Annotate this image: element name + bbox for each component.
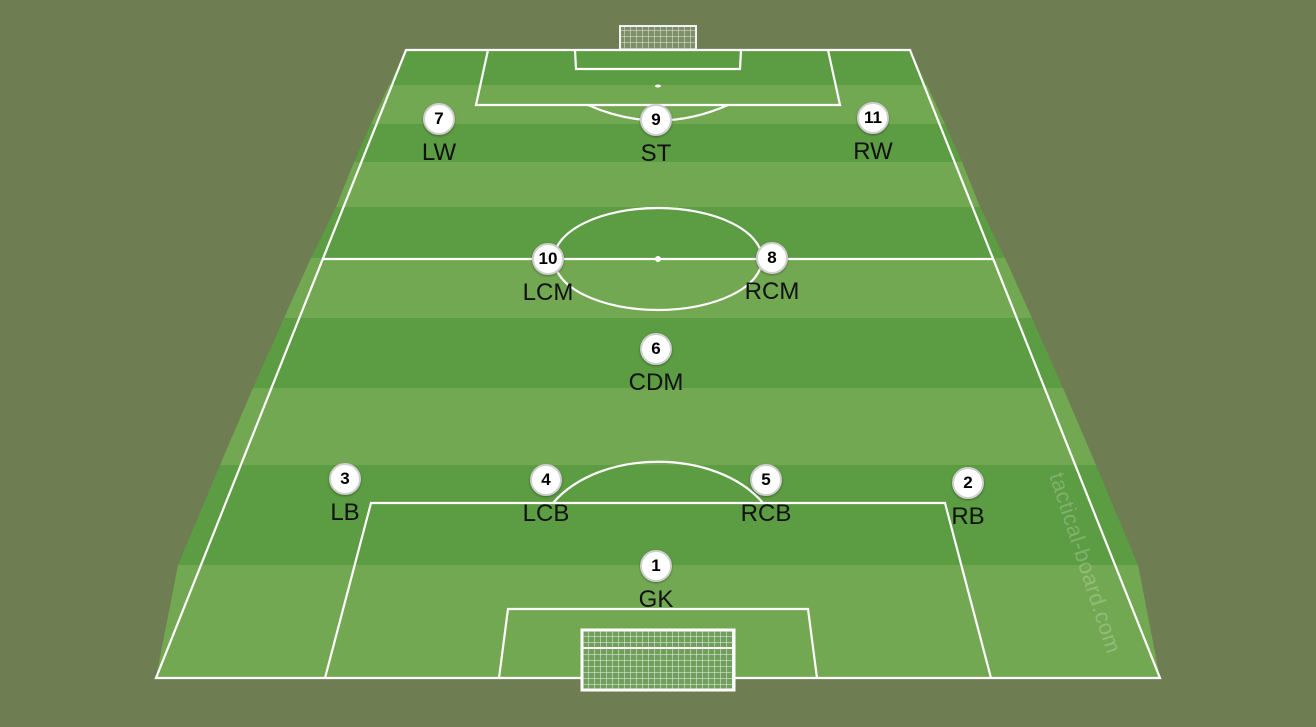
player-position-label: LB xyxy=(330,499,360,526)
player-number-badge[interactable]: 2 xyxy=(952,467,984,499)
pitch-stripe xyxy=(156,565,1160,678)
player-marker-lb[interactable]: 3 LB xyxy=(285,463,405,526)
player-position-label: RW xyxy=(853,138,893,165)
player-marker-rb[interactable]: 2 RB xyxy=(908,467,1028,530)
player-marker-lw[interactable]: 7 LW xyxy=(379,103,499,166)
player-number-badge[interactable]: 4 xyxy=(530,464,562,496)
player-marker-lcm[interactable]: 10 LCM xyxy=(488,243,608,306)
player-marker-cdm[interactable]: 6 CDM xyxy=(596,333,716,396)
pitch-stripe xyxy=(311,207,1005,258)
player-position-label: RCB xyxy=(740,500,792,527)
player-number-badge[interactable]: 7 xyxy=(423,103,455,135)
pitch-stripe xyxy=(354,124,962,162)
player-position-label: CDM xyxy=(628,369,684,396)
player-number-badge[interactable]: 9 xyxy=(640,104,672,136)
player-position-label: GK xyxy=(638,586,674,613)
player-number-badge[interactable]: 3 xyxy=(329,463,361,495)
pitch-stripe xyxy=(284,258,1032,318)
bottom-penalty-area xyxy=(323,501,993,679)
pitch-stripe xyxy=(389,50,927,85)
center-spot xyxy=(655,256,661,262)
player-marker-rw[interactable]: 11 RW xyxy=(813,102,933,165)
player-number-badge[interactable]: 8 xyxy=(756,242,788,274)
player-marker-lcb[interactable]: 4 LCB xyxy=(486,464,606,527)
bottom-goal-area xyxy=(497,607,819,679)
player-marker-rcb[interactable]: 5 RCB xyxy=(706,464,826,527)
player-position-label: RCM xyxy=(744,278,800,305)
player-marker-gk[interactable]: 1 GK xyxy=(596,550,716,613)
pitch-stripe xyxy=(178,465,1138,565)
player-position-label: LCM xyxy=(522,279,574,306)
player-number-badge[interactable]: 11 xyxy=(857,102,889,134)
player-number-badge[interactable]: 10 xyxy=(532,243,564,275)
player-position-label: LCB xyxy=(522,500,570,527)
player-position-label: LW xyxy=(421,139,457,166)
player-number-badge[interactable]: 6 xyxy=(640,333,672,365)
pitch-stripe xyxy=(220,388,1096,465)
player-marker-st[interactable]: 9 ST xyxy=(596,104,716,167)
player-number-badge[interactable]: 1 xyxy=(640,550,672,582)
player-position-label: RB xyxy=(951,503,985,530)
player-marker-rcm[interactable]: 8 RCM xyxy=(712,242,832,305)
player-number-badge[interactable]: 5 xyxy=(750,464,782,496)
top-goal-area xyxy=(573,49,743,71)
bottom-penalty-arc xyxy=(552,460,764,504)
player-position-label: ST xyxy=(640,140,672,167)
top-goal-net xyxy=(619,25,697,51)
pitch-stripe xyxy=(336,162,980,207)
bottom-goal-net xyxy=(580,628,736,692)
pitch-boundary xyxy=(154,48,1162,680)
top-penalty-spot xyxy=(655,84,661,88)
